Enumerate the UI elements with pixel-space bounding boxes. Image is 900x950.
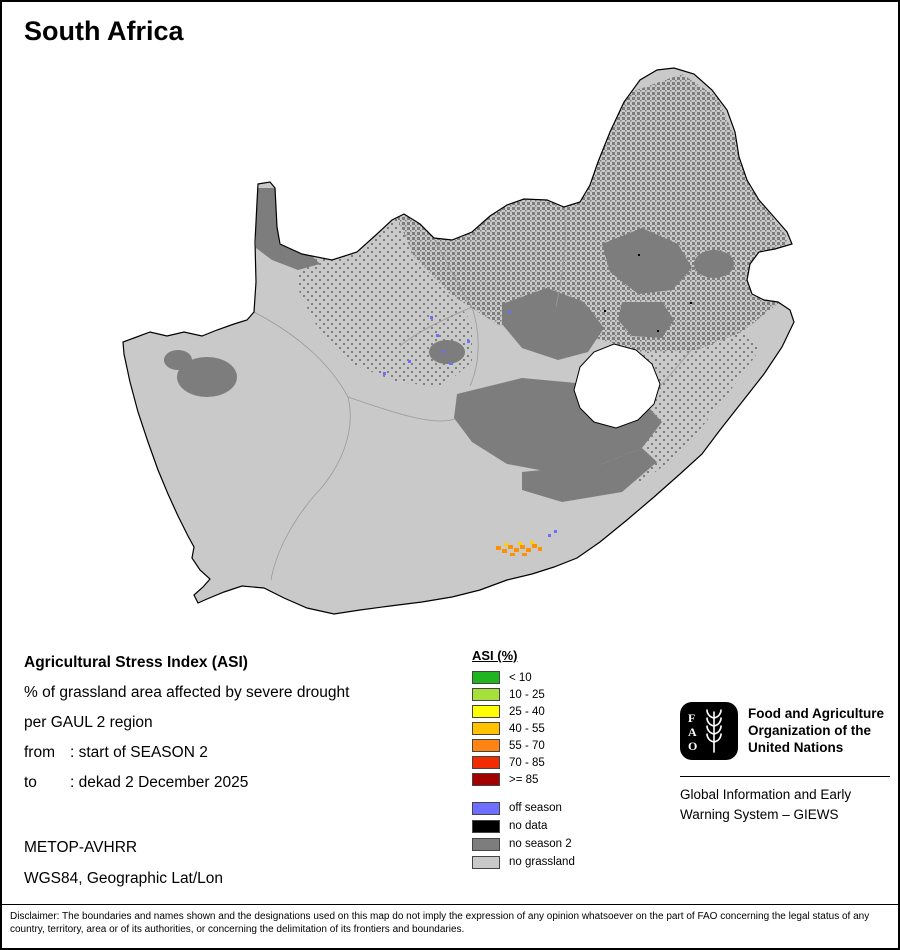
legend-swatch — [472, 671, 500, 684]
legend-swatch — [472, 801, 500, 815]
asi-description-line1: % of grassland area affected by severe d… — [24, 684, 350, 701]
to-label: to — [24, 774, 37, 791]
legend-label: 55 - 70 — [509, 739, 545, 752]
period-from-row: from : start of SEASON 2 — [24, 738, 454, 768]
org-name: Food and Agriculture Organization of the… — [748, 702, 884, 756]
legend-label: 70 - 85 — [509, 756, 545, 769]
legend-label: no grassland — [509, 856, 575, 868]
legend-row: off season — [472, 799, 622, 817]
fao-logo-icon: F A O — [680, 702, 738, 760]
page-title: South Africa — [24, 16, 184, 46]
asi-heading: Agricultural Stress Index (ASI) — [24, 654, 248, 671]
legend-label: off season — [509, 802, 562, 814]
legend-row: 10 - 25 — [472, 686, 622, 703]
from-label: from — [24, 744, 55, 761]
legend-label: 10 - 25 — [509, 688, 545, 701]
svg-text:O: O — [688, 739, 697, 753]
giews-name: Global Information and Early Warning Sys… — [680, 785, 890, 825]
legend-swatch — [472, 773, 500, 786]
legend-row: >= 85 — [472, 771, 622, 788]
period-to-row: to : dekad 2 December 2025 — [24, 768, 454, 798]
giews-line1: Global Information and Early — [680, 787, 852, 802]
fao-divider — [680, 776, 890, 777]
legend-row: no data — [472, 817, 622, 835]
disclaimer-rule — [2, 904, 898, 905]
legend-label: < 10 — [509, 671, 532, 684]
asi-info-block: Agricultural Stress Index (ASI) % of gra… — [24, 648, 454, 798]
org-name-line1: Food and Agriculture — [748, 706, 884, 721]
tech-block: METOP-AVHRR WGS84, Geographic Lat/Lon — [24, 832, 454, 894]
asi-description-line2: per GAUL 2 region — [24, 714, 153, 731]
legend-row: no grassland — [472, 853, 622, 871]
giews-line2: Warning System – GIEWS — [680, 807, 839, 822]
legend-label: 25 - 40 — [509, 705, 545, 718]
legend-swatch — [472, 722, 500, 735]
legend-row: 40 - 55 — [472, 720, 622, 737]
legend-row: 70 - 85 — [472, 754, 622, 771]
from-value: : start of SEASON 2 — [70, 744, 208, 761]
legend-row: 55 - 70 — [472, 737, 622, 754]
legend-swatch — [472, 705, 500, 718]
org-name-line3: United Nations — [748, 740, 844, 755]
legend-row: no season 2 — [472, 835, 622, 853]
legend-row: < 10 — [472, 669, 622, 686]
projection-name: WGS84, Geographic Lat/Lon — [24, 870, 224, 887]
svg-text:A: A — [688, 725, 697, 739]
legend-swatch — [472, 855, 500, 869]
legend-label: 40 - 55 — [509, 722, 545, 735]
legend-title: ASI (%) — [472, 648, 518, 663]
legend-extras: off season no data no season 2 no grassl… — [472, 799, 622, 871]
legend-swatch — [472, 739, 500, 752]
legend-swatch — [472, 688, 500, 701]
legend-swatch — [472, 756, 500, 769]
lesotho-enclave — [573, 343, 661, 429]
legend-label: >= 85 — [509, 773, 539, 786]
svg-text:F: F — [688, 711, 695, 725]
legend-row: 25 - 40 — [472, 703, 622, 720]
legend-label: no data — [509, 820, 548, 832]
asi-legend: ASI (%) < 10 10 - 25 25 - 40 40 - 55 55 … — [472, 648, 622, 871]
to-value: : dekad 2 December 2025 — [70, 774, 249, 791]
legend-label: no season 2 — [509, 838, 572, 850]
legend-swatch — [472, 837, 500, 851]
fao-block: F A O Food and Agriculture O — [680, 702, 890, 825]
country-outline — [122, 67, 795, 615]
sensor-name: METOP-AVHRR — [24, 839, 138, 856]
org-name-line2: Organization of the — [748, 723, 871, 738]
legend-swatch — [472, 819, 500, 833]
disclaimer-text: Disclaimer: The boundaries and names sho… — [10, 911, 870, 935]
fao-row: F A O Food and Agriculture O — [680, 702, 890, 760]
